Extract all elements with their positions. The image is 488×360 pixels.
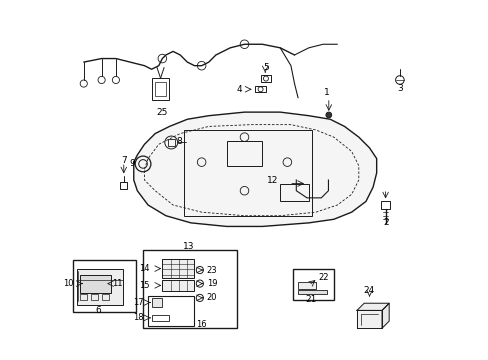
Text: 24: 24 (363, 286, 374, 295)
Bar (102, 294, 108, 300)
Text: 10: 10 (63, 279, 74, 288)
Bar (298, 282, 315, 289)
Text: 21: 21 (305, 295, 316, 304)
Text: 18: 18 (133, 314, 143, 323)
Bar (226, 141, 262, 166)
Bar (381, 202, 389, 208)
Bar (260, 75, 271, 82)
Text: 13: 13 (183, 242, 195, 251)
Bar (151, 315, 169, 321)
Text: 16: 16 (196, 320, 206, 329)
Bar (255, 86, 265, 93)
Bar (151, 298, 162, 307)
Bar (162, 280, 194, 291)
Bar (142, 249, 237, 328)
Text: 11: 11 (112, 279, 122, 288)
Bar (167, 139, 175, 146)
Text: 25: 25 (156, 108, 167, 117)
Text: 1: 1 (323, 88, 329, 97)
Text: 15: 15 (138, 281, 149, 290)
Circle shape (240, 40, 248, 49)
Text: 17: 17 (133, 298, 143, 307)
Text: 3: 3 (397, 84, 402, 93)
Text: 23: 23 (206, 266, 217, 275)
Polygon shape (356, 303, 388, 310)
Text: 8: 8 (176, 137, 182, 146)
Bar (73, 260, 135, 312)
Text: 7: 7 (121, 156, 127, 165)
Circle shape (158, 54, 166, 63)
Bar (292, 269, 333, 300)
Bar (80, 275, 110, 293)
Text: 19: 19 (206, 279, 217, 288)
Bar (162, 258, 194, 278)
Bar (155, 82, 165, 96)
Text: 14: 14 (138, 264, 149, 273)
Bar (280, 184, 308, 202)
Text: 2: 2 (382, 219, 388, 228)
Bar (298, 290, 326, 294)
Bar (77, 269, 123, 305)
Text: 9: 9 (129, 159, 135, 168)
Bar (183, 130, 312, 216)
Text: 5: 5 (263, 63, 268, 72)
Bar (151, 78, 169, 100)
Text: 22: 22 (318, 273, 328, 282)
Bar (91, 294, 98, 300)
Text: 6: 6 (95, 306, 101, 315)
Circle shape (197, 62, 205, 70)
Circle shape (325, 112, 331, 118)
Bar (80, 294, 87, 300)
Polygon shape (381, 303, 388, 328)
Text: 20: 20 (206, 293, 217, 302)
Bar (120, 182, 127, 189)
Polygon shape (356, 310, 381, 328)
Bar (148, 296, 194, 327)
Polygon shape (134, 112, 376, 226)
Text: 12: 12 (266, 176, 278, 185)
Text: 4: 4 (236, 85, 242, 94)
